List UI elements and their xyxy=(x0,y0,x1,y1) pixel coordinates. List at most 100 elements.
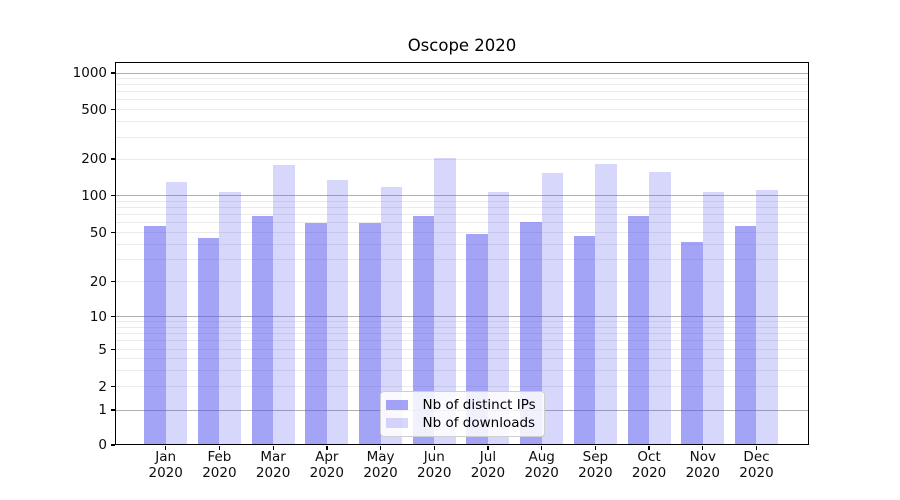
x-axis-tick xyxy=(218,445,221,450)
y-axis-tick xyxy=(110,194,115,197)
bar-downloads-mar xyxy=(273,165,295,445)
minor-gridline xyxy=(116,349,808,350)
x-axis-label: Feb 2020 xyxy=(202,449,237,481)
x-axis-label: Jul 2020 xyxy=(470,449,506,481)
bar-distinct-ips-feb xyxy=(197,238,220,445)
minor-gridline xyxy=(116,109,808,110)
y-axis-label: 2 xyxy=(98,378,107,395)
x-axis-tick xyxy=(594,445,597,450)
bar-distinct-ips-nov xyxy=(681,241,703,445)
bar-distinct-ips-mar xyxy=(251,216,274,445)
minor-gridline xyxy=(116,232,808,233)
legend-swatch-distinct-ips-icon xyxy=(386,400,408,410)
x-axis-label: Mar 2020 xyxy=(255,449,291,481)
minor-gridline xyxy=(116,91,808,93)
y-axis-label: 50 xyxy=(89,224,107,241)
major-gridline xyxy=(116,72,808,74)
x-axis-tick xyxy=(165,445,167,450)
bar-downloads-apr xyxy=(326,180,349,445)
minor-gridline xyxy=(116,99,808,101)
minor-gridline xyxy=(116,222,808,224)
x-axis-label: Nov 2020 xyxy=(685,449,720,481)
y-axis-tick xyxy=(110,315,115,318)
plot-border xyxy=(114,62,809,445)
x-axis-label: Jan 2020 xyxy=(148,449,183,481)
x-axis-tick xyxy=(755,445,758,450)
legend: Nb of distinct IPs Nb of downloads xyxy=(379,391,545,437)
minor-gridline xyxy=(116,206,808,208)
x-axis-label: Dec 2020 xyxy=(739,449,774,481)
x-axis-label: Jun 2020 xyxy=(417,449,452,481)
x-axis-label: Apr 2020 xyxy=(309,449,344,481)
x-axis-tick xyxy=(541,445,543,450)
y-axis-tick xyxy=(110,72,115,74)
bar-distinct-ips-oct xyxy=(627,216,650,445)
y-axis-label: 5 xyxy=(98,341,107,358)
y-axis-label: 200 xyxy=(81,151,107,167)
minor-gridline xyxy=(116,358,808,359)
legend-swatch-downloads-icon xyxy=(386,418,408,428)
minor-gridline xyxy=(116,214,808,216)
major-gridline xyxy=(116,316,808,317)
major-gridline xyxy=(116,195,808,196)
x-axis-label: Sep 2020 xyxy=(578,449,613,481)
minor-gridline xyxy=(116,321,808,323)
x-axis-tick xyxy=(433,445,435,450)
x-axis-tick xyxy=(648,445,650,450)
y-axis-tick xyxy=(110,348,115,351)
minor-gridline xyxy=(116,200,808,202)
bar-distinct-ips-apr xyxy=(305,222,327,445)
bar-downloads-sep xyxy=(595,164,617,445)
minor-gridline xyxy=(116,340,808,342)
x-axis-tick xyxy=(487,445,489,450)
y-axis-tick xyxy=(110,280,115,283)
y-axis-label: 500 xyxy=(81,101,107,118)
bar-downloads-oct xyxy=(649,172,671,445)
bar-downloads-jan xyxy=(165,181,188,445)
bar-downloads-aug xyxy=(541,173,564,445)
legend-item-downloads: Nb of downloads xyxy=(386,415,544,431)
y-axis-label: 100 xyxy=(81,187,107,204)
y-axis-tick xyxy=(110,231,115,234)
bar-distinct-ips-may xyxy=(359,222,381,445)
x-axis-tick xyxy=(272,445,274,450)
bar-distinct-ips-jun xyxy=(412,216,435,445)
minor-gridline xyxy=(116,386,808,387)
x-axis-label: Oct 2020 xyxy=(631,449,667,481)
y-axis-label: 0 xyxy=(98,437,107,453)
x-axis-tick xyxy=(702,445,704,450)
legend-label-distinct-ips: Nb of distinct IPs xyxy=(422,397,536,413)
legend-label-downloads: Nb of downloads xyxy=(422,415,536,431)
minor-gridline xyxy=(116,158,808,160)
minor-gridline xyxy=(116,332,808,334)
y-axis-tick xyxy=(110,444,115,446)
bar-downloads-dec xyxy=(756,190,778,445)
bar-distinct-ips-jan xyxy=(144,226,166,445)
x-axis-label: May 2020 xyxy=(363,449,398,481)
minor-gridline xyxy=(116,243,808,245)
minor-gridline xyxy=(116,136,808,138)
minor-gridline xyxy=(116,281,808,282)
bar-downloads-jun xyxy=(434,158,456,445)
x-axis-label: Aug 2020 xyxy=(524,449,559,481)
bar-distinct-ips-dec xyxy=(734,226,757,445)
bar-distinct-ips-aug xyxy=(520,221,542,445)
y-axis-label: 1000 xyxy=(72,65,107,81)
minor-gridline xyxy=(116,369,808,371)
bar-downloads-jul xyxy=(487,192,510,445)
bar-distinct-ips-sep xyxy=(573,235,596,445)
legend-item-distinct-ips: Nb of distinct IPs xyxy=(386,397,544,413)
y-axis-tick xyxy=(110,385,115,388)
bar-downloads-nov xyxy=(702,191,725,445)
y-axis-tick xyxy=(110,108,115,111)
minor-gridline xyxy=(116,78,808,80)
y-axis-label: 10 xyxy=(89,308,107,325)
bar-downloads-feb xyxy=(219,192,241,445)
x-axis-tick xyxy=(326,445,328,450)
minor-gridline xyxy=(116,326,808,328)
y-axis-label: 1 xyxy=(98,402,107,418)
y-axis-tick xyxy=(110,409,115,411)
y-axis-label: 20 xyxy=(89,273,107,290)
minor-gridline xyxy=(116,259,808,261)
